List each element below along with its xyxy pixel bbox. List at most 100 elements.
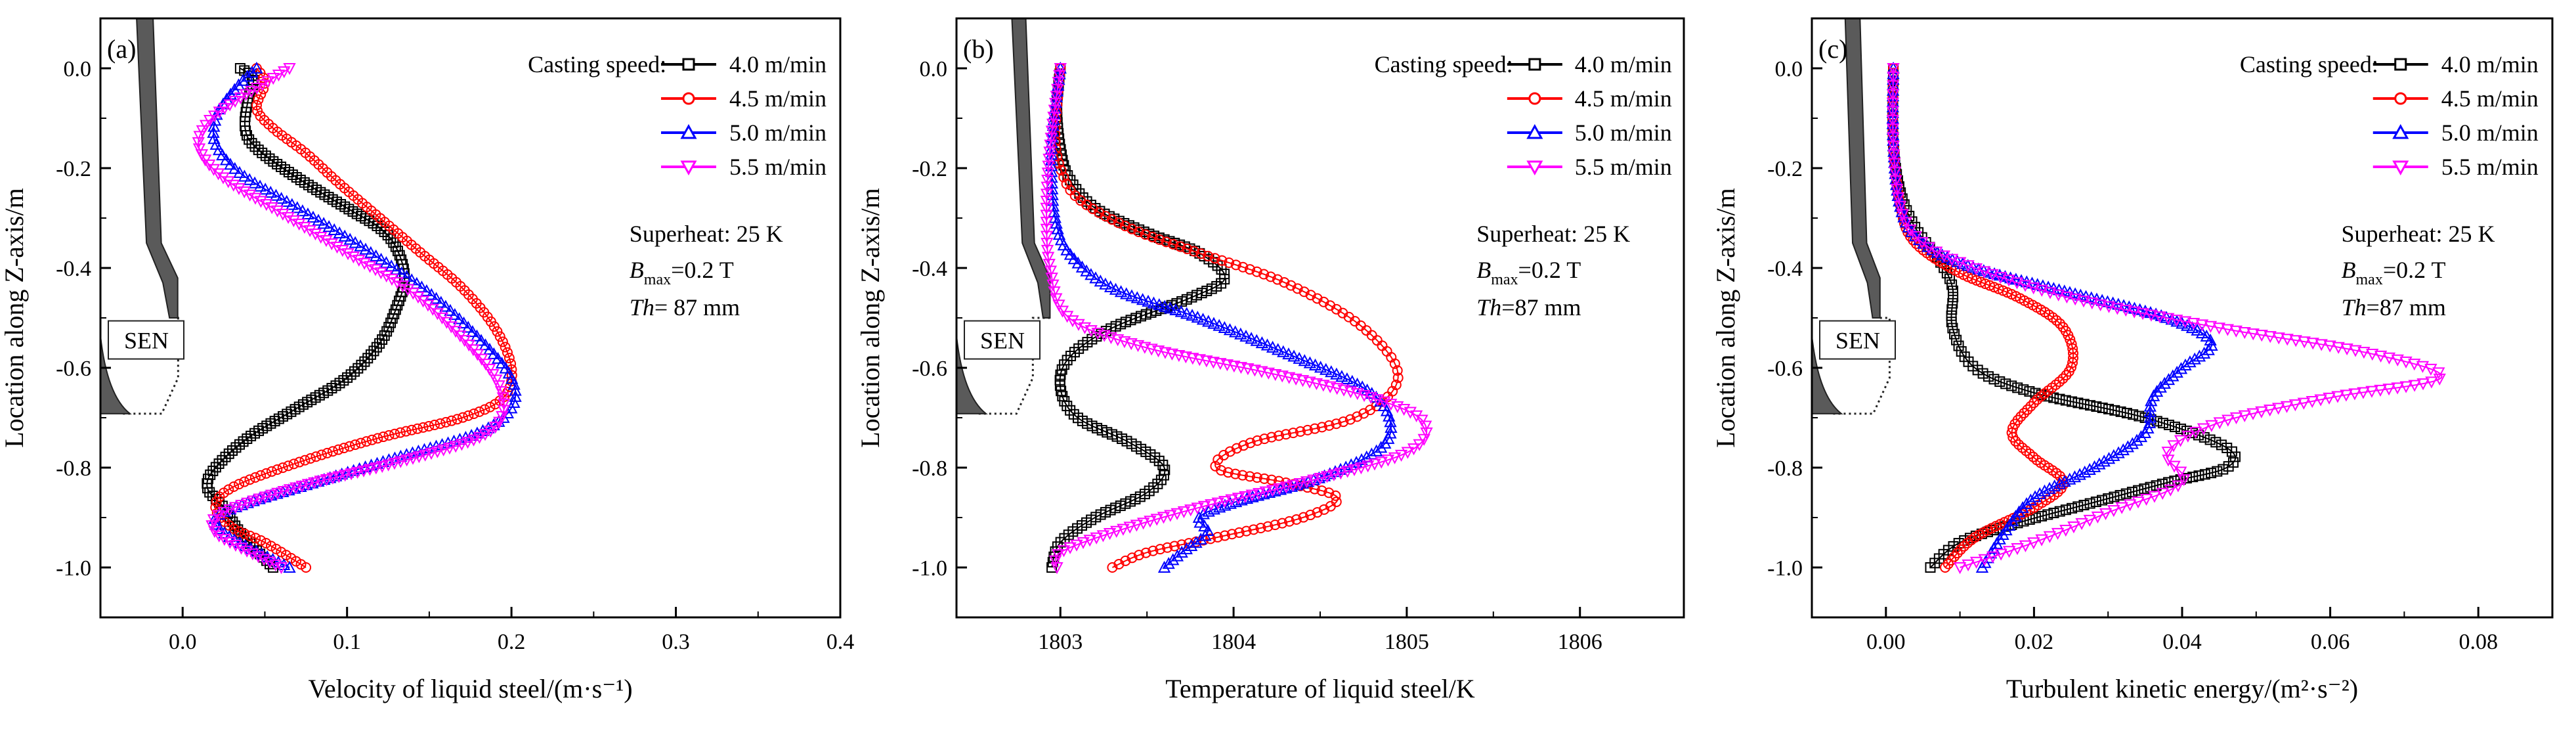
data-point [282, 483, 295, 496]
data-point [1419, 420, 1432, 433]
data-point [2027, 282, 2040, 295]
data-point [230, 442, 242, 453]
y-tick-label: -1.0 [56, 556, 91, 581]
data-point [1977, 368, 1988, 379]
data-point [2038, 484, 2051, 497]
data-point [2097, 495, 2108, 506]
data-point [2199, 469, 2210, 480]
data-point [246, 430, 257, 441]
data-point [1947, 298, 1958, 309]
th-symbol: Th [1476, 294, 1501, 321]
data-point [497, 405, 511, 417]
data-point [234, 543, 248, 555]
data-point [2018, 384, 2029, 395]
sen-label: SEN [980, 328, 1025, 354]
data-point [429, 419, 440, 430]
data-point [2139, 493, 2153, 506]
data-point [1250, 334, 1263, 346]
data-point [1266, 474, 1277, 485]
data-point [1312, 507, 1323, 518]
data-point [249, 192, 262, 205]
data-point [223, 99, 236, 112]
data-point [1248, 365, 1262, 377]
legend-entry: 5.0 m/min [1507, 120, 1672, 146]
data-point [1047, 112, 1060, 124]
data-point [504, 353, 515, 364]
data-point [234, 526, 245, 537]
data-point [1051, 83, 1064, 96]
data-point [243, 189, 257, 202]
data-point [2161, 447, 2174, 459]
data-point [1042, 160, 1055, 173]
data-point [2218, 464, 2229, 475]
data-point [1127, 552, 1138, 564]
data-point [457, 412, 468, 423]
legend-entry: 4.0 m/min [1507, 51, 1672, 78]
data-point [418, 422, 429, 433]
data-point [416, 296, 430, 308]
data-point [2060, 504, 2071, 516]
th-symbol: Th [630, 294, 655, 321]
data-point [298, 221, 311, 234]
data-point [1172, 349, 1186, 363]
data-point [1044, 133, 1058, 145]
data-point [325, 238, 338, 251]
data-point [2067, 502, 2078, 514]
data-point [207, 125, 220, 138]
data-point [1978, 266, 1991, 278]
data-point [301, 207, 314, 220]
data-point [383, 430, 395, 441]
data-point [2128, 301, 2141, 314]
data-point [2432, 367, 2445, 380]
data-point [1180, 542, 1193, 554]
data-point [1887, 63, 1900, 76]
data-point [1383, 409, 1396, 422]
data-point [246, 66, 259, 78]
data-point [1245, 437, 1256, 449]
data-point [474, 406, 485, 417]
data-point [453, 312, 466, 324]
data-point [484, 426, 497, 438]
data-point [1158, 299, 1171, 312]
data-point [2015, 411, 2027, 422]
data-point [2109, 405, 2120, 416]
data-point [2143, 405, 2157, 418]
data-point [1887, 132, 1900, 144]
data-point [1893, 200, 1907, 213]
data-point [1180, 307, 1193, 319]
data-point [2408, 359, 2421, 371]
data-point [335, 467, 349, 480]
data-point [2170, 365, 2183, 378]
data-point [245, 85, 258, 98]
bmax-subscript: max [644, 271, 671, 288]
data-point [1046, 118, 1060, 131]
data-point [292, 218, 306, 231]
data-point [2255, 330, 2268, 342]
data-point [1040, 231, 1054, 243]
data-point [1941, 250, 1954, 263]
data-point [1120, 287, 1133, 299]
data-point [1057, 545, 1071, 558]
data-point [2162, 313, 2175, 325]
data-point [316, 449, 327, 460]
data-point [2139, 483, 2150, 495]
data-point [2115, 406, 2126, 417]
data-point [1232, 493, 1245, 505]
data-point [1255, 522, 1266, 533]
data-point [473, 432, 486, 444]
data-point [1937, 250, 1951, 263]
data-point [2093, 299, 2107, 311]
data-point [1140, 229, 1151, 240]
data-point [2349, 345, 2362, 357]
data-point [1325, 500, 1336, 512]
data-point [246, 548, 259, 561]
data-point [1244, 471, 1255, 482]
data-point [1252, 435, 1263, 446]
data-point [491, 351, 505, 364]
data-point [1054, 63, 1067, 76]
data-point [356, 359, 367, 370]
data-point [1153, 234, 1165, 245]
x-tick-label: 0.4 [826, 630, 855, 654]
panel-label: (b) [963, 34, 994, 64]
data-point [1274, 476, 1285, 487]
